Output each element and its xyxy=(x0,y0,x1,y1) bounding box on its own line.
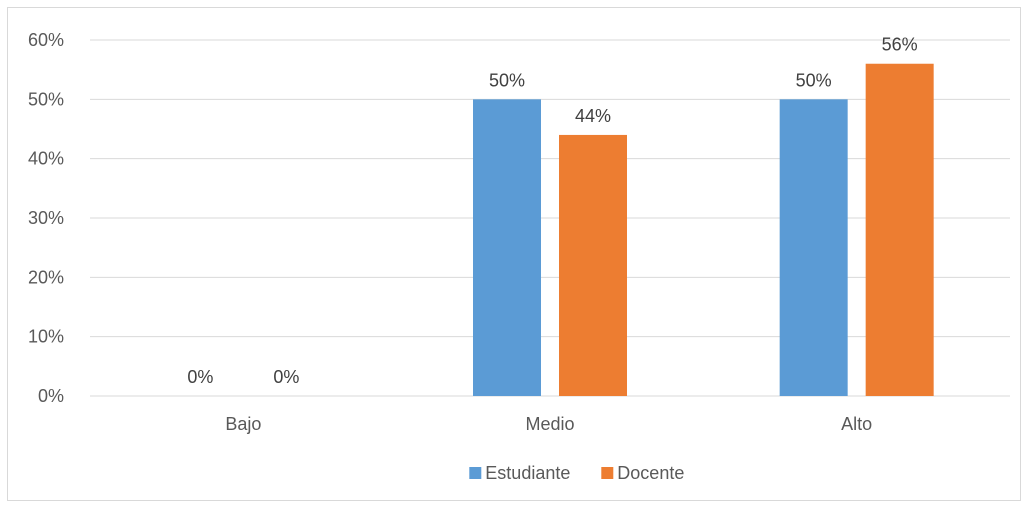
category-label: Medio xyxy=(525,414,574,434)
category-label: Alto xyxy=(841,414,872,434)
bar xyxy=(779,99,848,396)
legend-swatch xyxy=(469,467,482,479)
bars xyxy=(473,63,934,396)
y-tick-label: 60% xyxy=(28,30,64,50)
data-labels: 0% 0% 50% 44% 50% 56% xyxy=(187,35,917,387)
bar xyxy=(473,99,541,396)
data-label: 50% xyxy=(489,70,525,90)
category-label: Bajo xyxy=(225,414,261,434)
y-tick-label: 0% xyxy=(38,386,64,406)
data-label: 56% xyxy=(882,35,918,55)
legend-label: Docente xyxy=(617,463,684,483)
data-label: 50% xyxy=(796,70,832,90)
legend-label: Estudiante xyxy=(485,463,570,483)
gridlines xyxy=(90,39,1010,397)
legend-swatch xyxy=(601,467,614,479)
data-label: 44% xyxy=(575,106,611,126)
y-tick-label: 40% xyxy=(28,149,64,169)
bar xyxy=(865,63,934,396)
data-label: 0% xyxy=(187,367,213,387)
y-tick-label: 20% xyxy=(28,267,64,287)
bar xyxy=(559,134,627,396)
legend: Estudiante Docente xyxy=(469,463,684,483)
y-tick-label: 50% xyxy=(28,89,64,109)
x-axis-categories: Bajo Medio Alto xyxy=(225,414,872,434)
y-tick-label: 10% xyxy=(28,327,64,347)
y-axis-ticks: 0% 10% 20% 30% 40% 50% 60% xyxy=(28,30,64,406)
data-label: 0% xyxy=(273,367,299,387)
y-tick-label: 30% xyxy=(28,208,64,228)
